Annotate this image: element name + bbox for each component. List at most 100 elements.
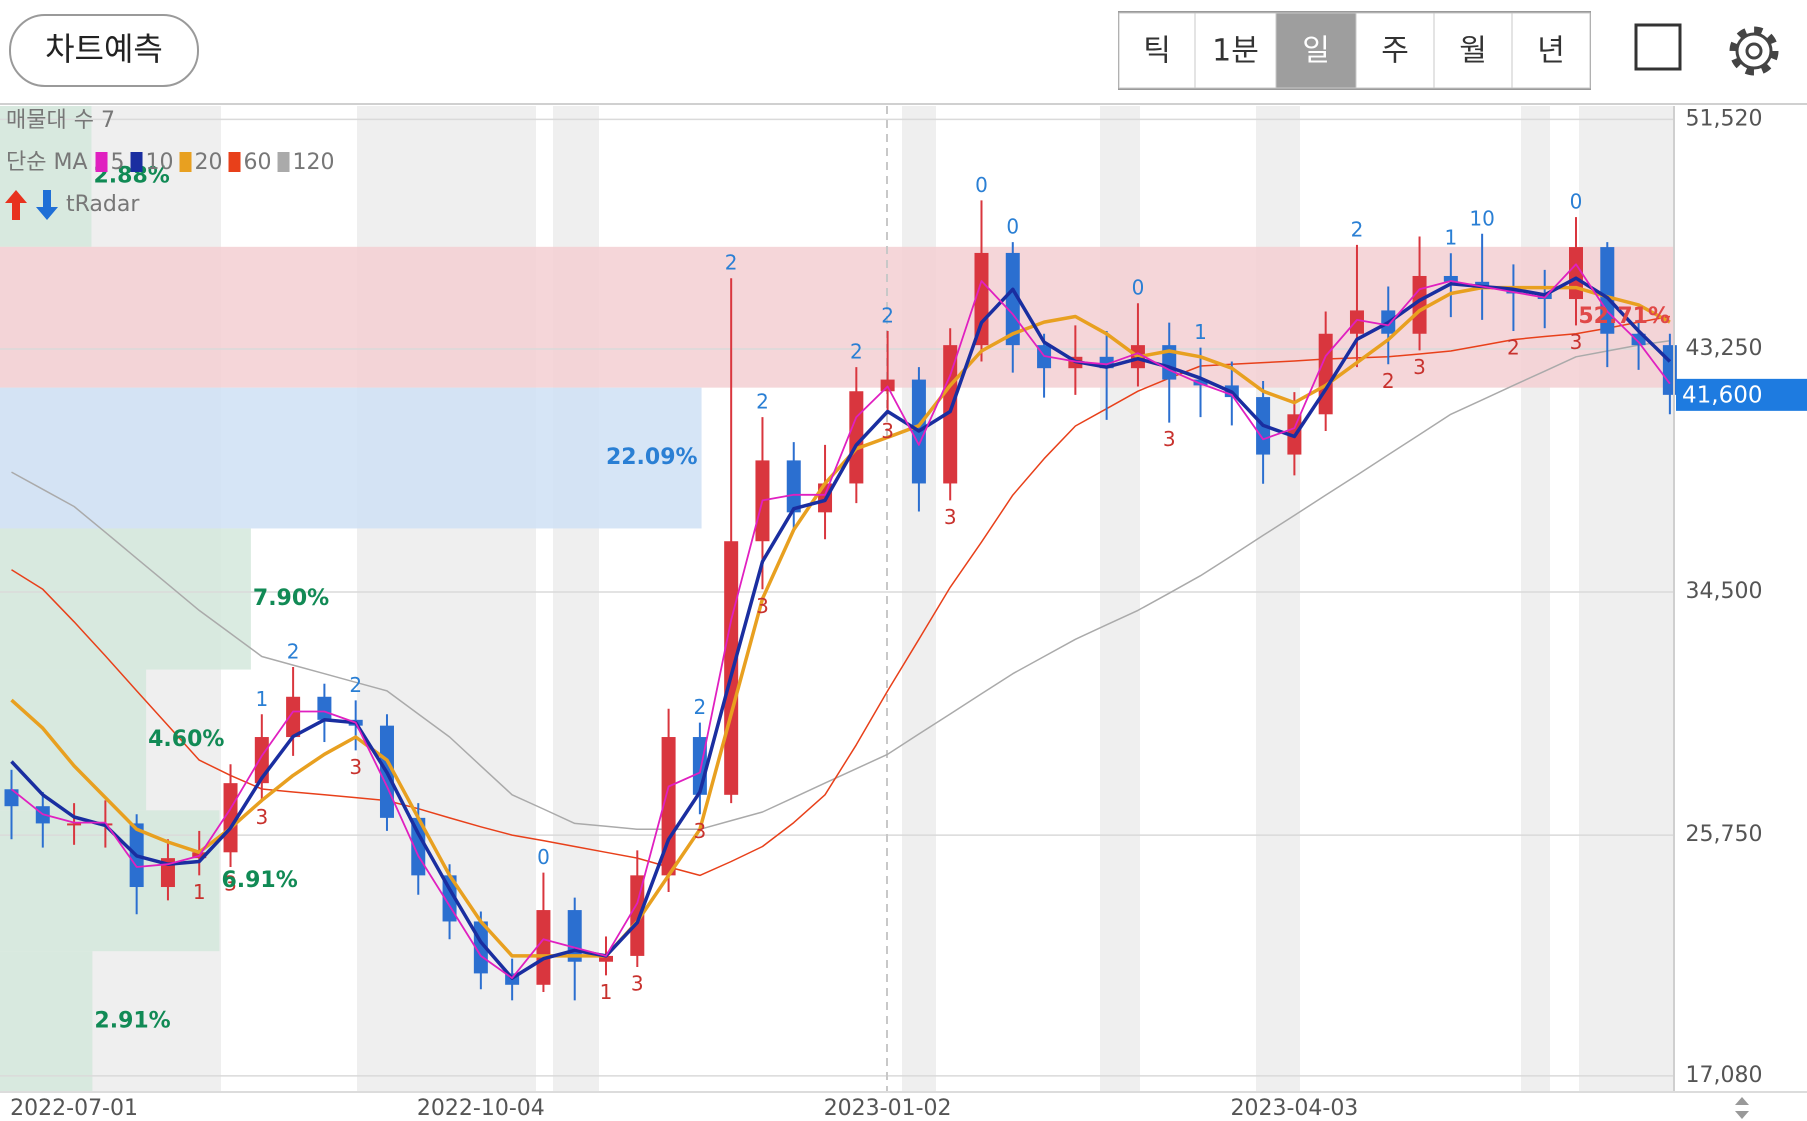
candle-body	[1193, 379, 1208, 386]
candle-body	[599, 955, 614, 962]
candle-body	[630, 875, 645, 956]
period-tab-label: 주	[1381, 34, 1409, 69]
x-tick-label: 2022-10-04	[417, 1096, 545, 1121]
candle-body	[1005, 252, 1020, 346]
period-tab[interactable]: 틱	[1118, 12, 1196, 89]
signal-label: 2	[1351, 217, 1364, 241]
legend-swatch	[130, 152, 143, 172]
signal-label: 3	[1163, 427, 1176, 451]
profile-band	[0, 810, 220, 952]
candle-body	[4, 789, 19, 807]
last-price-label: 41,600	[1682, 382, 1762, 408]
ma-line	[10, 263, 1671, 979]
settings-button[interactable]	[1729, 26, 1779, 76]
candle-body	[1412, 275, 1427, 334]
gear-teeth	[1729, 26, 1779, 76]
signal-label: 1	[600, 980, 613, 1004]
period-tab-bg	[1194, 12, 1277, 89]
x-tick-label: 2023-01-02	[824, 1096, 952, 1121]
gear-hub	[1745, 42, 1763, 60]
signal-label: 2	[725, 251, 738, 275]
signal-label: 3	[631, 972, 644, 996]
profile-labels: 2.88%52.71%22.09%7.90%4.60%6.91%2.91%	[93, 163, 1670, 1033]
signal-label: 0	[537, 845, 550, 869]
signal-label: 2	[850, 340, 863, 364]
candle-body	[223, 783, 238, 853]
ma-line	[11, 339, 1671, 831]
candle-body	[786, 460, 801, 513]
x-tick-label: 2022-07-01	[10, 1096, 138, 1121]
legend-label: 10	[146, 150, 174, 175]
signal-label: 0	[1132, 276, 1145, 300]
candle-body	[724, 541, 739, 795]
legend-label: 20	[195, 150, 223, 175]
period-tab-bg	[1355, 12, 1435, 89]
fullscreen-toggle[interactable]	[1634, 23, 1682, 71]
signal-label: 2	[881, 303, 894, 327]
y-tick-label: 51,520	[1686, 106, 1763, 131]
signal-label: 2	[1507, 335, 1520, 359]
period-tab-bg	[1433, 12, 1513, 89]
period-tab[interactable]: 년	[1511, 12, 1591, 89]
signal-label: 0	[1006, 215, 1019, 239]
signal-label: 3	[694, 819, 707, 843]
period-tab[interactable]: 주	[1355, 12, 1435, 89]
y-tick-label: 17,080	[1686, 1063, 1763, 1088]
period-tab-label: 월	[1459, 34, 1487, 69]
candle-body	[1099, 356, 1114, 369]
profile-label: 2.91%	[94, 1009, 170, 1034]
profile-label: 22.09%	[606, 445, 698, 470]
period-tab-bg	[1118, 12, 1196, 89]
period-tab[interactable]: 일	[1275, 12, 1357, 89]
candle-body	[1318, 333, 1333, 415]
profile-count: 매물대 수 7	[6, 108, 115, 133]
signal-label: 3	[255, 805, 268, 829]
signal-label: 3	[756, 594, 769, 618]
candle-body	[1631, 333, 1646, 346]
legend-swatch	[95, 152, 108, 172]
axes: 17,08025,75034,50043,25051,52041,6002022…	[10, 106, 1807, 1121]
signal-label: 2	[1382, 369, 1395, 393]
volume-profile	[0, 106, 1675, 1092]
period-tab-label: 틱	[1143, 34, 1171, 69]
predict-button-label: 차트예측	[45, 30, 163, 68]
candle-body	[880, 379, 895, 392]
predict-button[interactable]: 차트예측	[9, 14, 199, 87]
signal-label: 1	[255, 687, 268, 711]
profile-label: 4.60%	[148, 727, 224, 752]
gear-ring	[1735, 32, 1773, 70]
x-tick-label: 2023-04-03	[1230, 1096, 1358, 1121]
y-tick-label: 34,500	[1686, 579, 1763, 604]
candle-body	[1349, 310, 1364, 334]
candle-body	[974, 252, 989, 346]
signal-label: 3	[224, 872, 237, 896]
signal-label: 1	[193, 880, 206, 904]
ma-legend: 5 10 20 60 120	[95, 150, 335, 175]
signal-up-icon	[5, 190, 27, 220]
y-tick-label: 43,250	[1686, 336, 1763, 361]
signal-down-icon	[36, 190, 58, 220]
predict-button-frame	[9, 14, 199, 87]
profile-band	[0, 387, 702, 529]
candle-body	[286, 696, 301, 738]
signal-label: 0	[975, 173, 988, 197]
signal-label: 1	[1194, 320, 1207, 344]
ma-line	[10, 285, 1671, 958]
period-tab[interactable]: 1분	[1194, 12, 1277, 89]
candle-body	[1600, 247, 1615, 334]
scroll-up[interactable]	[1735, 1097, 1749, 1105]
period-tab-bg	[1275, 12, 1357, 89]
grid	[0, 118, 1674, 1077]
candle-body	[1443, 275, 1458, 282]
period-tab-bg	[1511, 12, 1591, 89]
fast-ma	[10, 263, 1672, 980]
scroll-down[interactable]	[1735, 1111, 1749, 1119]
profile-label: 6.91%	[221, 868, 297, 893]
period-tab[interactable]: 월	[1433, 12, 1513, 89]
profile-label: 7.90%	[253, 586, 329, 611]
y-tick-label: 25,750	[1686, 822, 1763, 847]
period-tab-label: 일	[1302, 34, 1330, 69]
signal-label: 2	[349, 673, 362, 697]
